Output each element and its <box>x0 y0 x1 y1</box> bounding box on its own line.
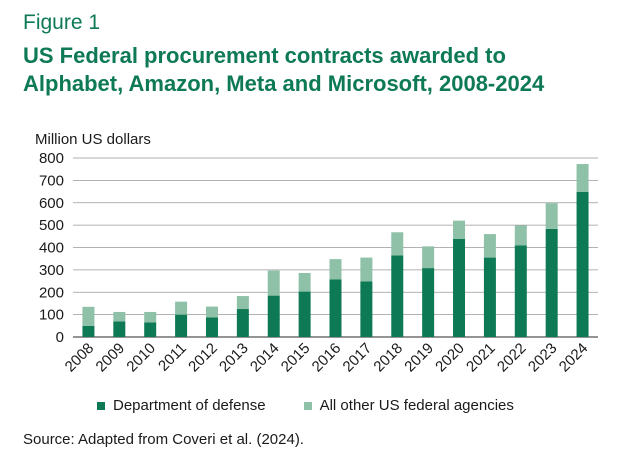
y-tick-label: 200 <box>39 284 64 301</box>
bar-other <box>422 246 435 269</box>
bar-defense <box>236 309 249 337</box>
bar-defense <box>514 245 527 337</box>
bar-defense <box>453 238 466 337</box>
x-tick-label: 2015 <box>278 340 314 376</box>
bar-other <box>267 270 280 296</box>
bar-defense <box>329 279 342 337</box>
bar-other <box>483 234 496 258</box>
bar-other <box>360 257 373 282</box>
bar-other <box>576 164 589 193</box>
bar-defense <box>113 321 126 337</box>
x-tick-label: 2020 <box>432 340 468 376</box>
bar-other <box>236 296 249 310</box>
bar-defense <box>545 228 558 337</box>
bar-other <box>113 311 126 322</box>
bar-defense <box>576 192 589 337</box>
bar-other <box>391 232 404 256</box>
source-note: Source: Adapted from Coveri et al. (2024… <box>23 431 304 448</box>
x-tick-label: 2019 <box>401 340 437 376</box>
x-tick-label: 2024 <box>556 340 592 376</box>
bar-defense <box>360 281 373 337</box>
bar-other <box>453 220 466 239</box>
x-tick-label: 2010 <box>123 340 159 376</box>
bar-other <box>514 225 527 246</box>
y-tick-label: 500 <box>39 217 64 234</box>
x-tick-label: 2009 <box>93 340 129 376</box>
legend-item-defense: Department of defense <box>97 397 266 414</box>
y-tick-label: 0 <box>56 329 64 346</box>
legend-item-other: All other US federal agencies <box>303 397 514 414</box>
bar-other <box>144 311 157 323</box>
y-tick-label: 700 <box>39 172 64 189</box>
legend-label-defense: Department of defense <box>113 397 266 414</box>
x-tick-label: 2011 <box>155 340 190 375</box>
bar-defense <box>298 291 311 337</box>
figure-label: Figure 1 <box>23 11 101 34</box>
x-tick-label: 2021 <box>463 340 499 376</box>
bar-defense <box>391 255 404 337</box>
chart-title-line-2: Alphabet, Amazon, Meta and Microsoft, 20… <box>23 71 545 96</box>
bar-defense <box>144 322 157 337</box>
x-tick-label: 2012 <box>185 340 221 376</box>
bar-defense <box>205 317 218 337</box>
bar-other <box>175 301 188 315</box>
legend-swatch-other <box>303 401 312 410</box>
y-tick-label: 100 <box>39 307 64 324</box>
bar-defense <box>267 295 280 337</box>
bar-defense <box>483 257 496 337</box>
bar-other <box>298 273 311 292</box>
chart-legend: Department of defense All other US feder… <box>97 397 552 414</box>
x-tick-label: 2016 <box>309 340 345 376</box>
y-axis-label: Million US dollars <box>35 131 151 148</box>
legend-label-other: All other US federal agencies <box>319 397 514 414</box>
y-tick-label: 800 <box>39 150 64 167</box>
bar-other <box>329 259 342 280</box>
x-tick-label: 2022 <box>494 340 530 376</box>
chart-title-line-1: US Federal procurement contracts awarded… <box>23 43 506 68</box>
legend-swatch-defense <box>97 401 105 410</box>
bar-defense <box>82 325 95 337</box>
x-tick-label: 2018 <box>370 340 406 376</box>
bar-defense <box>175 314 188 337</box>
bar-other <box>82 306 95 326</box>
x-tick-label: 2017 <box>340 340 376 376</box>
bar-other <box>545 203 558 229</box>
bar-defense <box>422 268 435 337</box>
y-tick-label: 300 <box>39 262 64 279</box>
x-tick-label: 2023 <box>525 340 561 376</box>
bar-other <box>205 306 218 318</box>
chart-title: US Federal procurement contracts awarded… <box>23 42 613 98</box>
x-tick-label: 2008 <box>62 340 98 376</box>
x-tick-label: 2014 <box>247 340 283 376</box>
x-tick-label: 2013 <box>216 340 252 376</box>
y-tick-label: 600 <box>39 195 64 212</box>
y-tick-label: 400 <box>39 240 64 257</box>
